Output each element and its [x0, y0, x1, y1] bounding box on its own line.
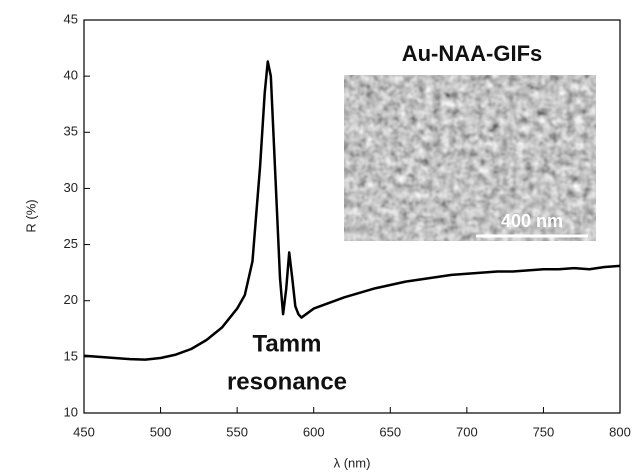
x-tick-label: 450 — [73, 424, 95, 439]
y-tick-label: 45 — [64, 11, 78, 26]
y-tick-label: 15 — [64, 348, 78, 363]
annotation: resonance — [227, 368, 347, 395]
x-tick-label: 500 — [150, 424, 172, 439]
scale-label: 400 nm — [501, 211, 563, 231]
y-tick-label: 25 — [64, 236, 78, 251]
y-tick-label: 20 — [64, 292, 78, 307]
x-tick-label: 800 — [609, 424, 631, 439]
x-tick-label: 550 — [226, 424, 248, 439]
x-tick-label: 650 — [379, 424, 401, 439]
inset-title: Au-NAA-GIFs — [402, 41, 543, 66]
x-axis-label: λ (nm) — [334, 455, 371, 470]
y-tick-label: 40 — [64, 68, 78, 83]
x-tick-label: 750 — [533, 424, 555, 439]
y-tick-label: 10 — [64, 404, 78, 419]
x-tick-label: 600 — [303, 424, 325, 439]
y-tick-label: 30 — [64, 180, 78, 195]
y-axis-label: R (%) — [23, 199, 38, 232]
annotation: Tamm — [253, 330, 322, 357]
x-tick-label: 700 — [456, 424, 478, 439]
y-tick-label: 35 — [64, 124, 78, 139]
chart: 400 nm Au-NAA-GIFs Tamm resonance λ (nm)… — [0, 0, 634, 475]
